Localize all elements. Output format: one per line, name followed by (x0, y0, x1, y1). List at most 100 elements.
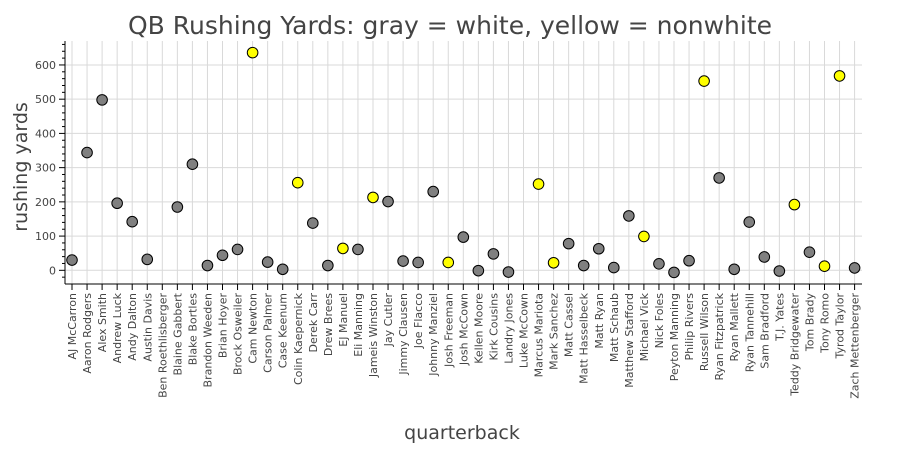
x-tick-label: Teddy Bridgewater (788, 293, 801, 397)
x-tick-label: Josh McCown (457, 293, 470, 366)
data-point (848, 262, 861, 274)
data-point (307, 217, 319, 229)
data-point (472, 264, 485, 277)
data-point (322, 259, 334, 272)
data-point (337, 242, 349, 255)
y-tick-label: 500 (35, 93, 56, 106)
x-tick-label: Brandon Weeden (201, 293, 214, 387)
data-points (66, 46, 861, 279)
x-tick-label: Philip Rivers (683, 293, 696, 361)
data-point (96, 94, 108, 106)
data-point (276, 263, 289, 276)
data-point (412, 256, 424, 269)
x-tick-label: AJ McCarron (66, 293, 79, 360)
x-tick-label: Landry Jones (502, 293, 515, 364)
data-point (352, 243, 364, 256)
x-tick-label: Jameis Winston (367, 293, 380, 378)
x-tick-label: Kirk Cousins (487, 293, 500, 361)
data-point (487, 248, 500, 260)
x-tick-label: Blaine Gabbert (171, 292, 184, 375)
data-point (171, 201, 184, 213)
data-point (141, 253, 154, 266)
data-point (246, 46, 259, 59)
y-tick-label: 200 (35, 196, 56, 209)
x-tick-label: Andy Dalton (126, 293, 139, 361)
axes: 0 100 200 300 400 500 600 AJ McCarron Aaron Rodg… (35, 41, 862, 399)
x-tick-label: Eli Manning (352, 293, 365, 357)
x-tick-label: Johnny Manziel (427, 293, 440, 377)
y-tick-label: 0 (49, 264, 56, 277)
y-tick-label: 400 (35, 127, 56, 140)
x-tick-label: Austin Davis (141, 293, 154, 362)
data-point (758, 251, 771, 263)
y-tick-label: 300 (35, 162, 56, 175)
data-point (216, 249, 229, 262)
x-tick-label: Jimmy Clausen (397, 293, 410, 376)
data-point (713, 172, 725, 184)
x-tick-label: Matt Cassel (563, 293, 576, 357)
data-point (186, 158, 199, 171)
x-tick-label: Matt Ryan (593, 293, 606, 349)
grid (65, 41, 862, 284)
x-tick-label: Joe Flacco (412, 293, 425, 349)
data-point (111, 197, 123, 210)
data-point (623, 210, 635, 222)
x-tick-label: Brock Osweiler (232, 293, 245, 376)
data-point (638, 230, 650, 243)
data-point (126, 215, 138, 228)
data-point (773, 265, 786, 277)
x-tick-label: Matt Schaub (608, 293, 621, 362)
x-tick-label: Colin Kaepernick (292, 292, 305, 385)
data-point (562, 237, 575, 250)
data-point (231, 243, 244, 256)
data-point (743, 216, 756, 228)
data-point (397, 255, 409, 267)
data-point (818, 260, 831, 273)
x-tick-label: Brian Hoyer (217, 293, 230, 359)
x-tick-label: Tyrod Taylor (834, 293, 847, 360)
x-tick-label: Ben Roethlisberger (156, 293, 169, 398)
data-point (728, 263, 741, 276)
x-tick-label: Drew Brees (322, 293, 335, 356)
x-tick-label: Mark Sanchez (548, 293, 561, 370)
data-point (577, 259, 590, 272)
x-tick-label: Ryan Mallett (728, 292, 741, 361)
data-point (457, 231, 470, 243)
x-tick-label: Luke McCown (518, 293, 531, 368)
x-tick-label: Matthew Stafford (623, 293, 636, 388)
x-tick-label: Cam Newton (247, 293, 260, 364)
data-point (427, 185, 440, 198)
x-tick-label: Tom Brady (803, 293, 816, 353)
data-point (382, 195, 394, 208)
y-tick-label: 100 (35, 230, 56, 243)
x-tick-label: Zach Mettenberger (849, 293, 862, 399)
data-point (532, 178, 545, 190)
data-point (261, 256, 274, 268)
x-tick-label: Sam Bradford (758, 293, 771, 369)
x-tick-label: Matt Hasselbeck (578, 292, 591, 383)
x-tick-label: EJ Manuel (337, 293, 350, 347)
x-tick-label: Aaron Rodgers (81, 293, 94, 374)
x-axis-title: quarterback (404, 422, 520, 444)
data-point (291, 176, 304, 189)
data-point (608, 261, 620, 274)
x-tick-label: Blake Bortles (186, 293, 199, 366)
x-tick-label: Case Keenum (277, 293, 290, 368)
x-tick-label: T.J. Yates (773, 293, 786, 342)
data-point (653, 258, 665, 270)
x-tick-label: Marcus Mariota (533, 293, 546, 377)
data-point (698, 75, 710, 87)
x-tick-label: Ryan Fitzpatrick (713, 292, 726, 380)
data-point (201, 259, 214, 272)
x-tick-label: Peyton Manning (668, 293, 681, 381)
data-point (833, 70, 846, 82)
data-point (668, 266, 680, 279)
data-point (81, 146, 93, 159)
data-point (788, 198, 801, 211)
data-point (502, 266, 515, 278)
x-tick-label: Russell Wilson (698, 293, 711, 371)
data-point (66, 254, 78, 266)
x-tick-label: Michael Vick (638, 292, 651, 361)
x-tick-label: Carson Palmer (262, 293, 275, 373)
